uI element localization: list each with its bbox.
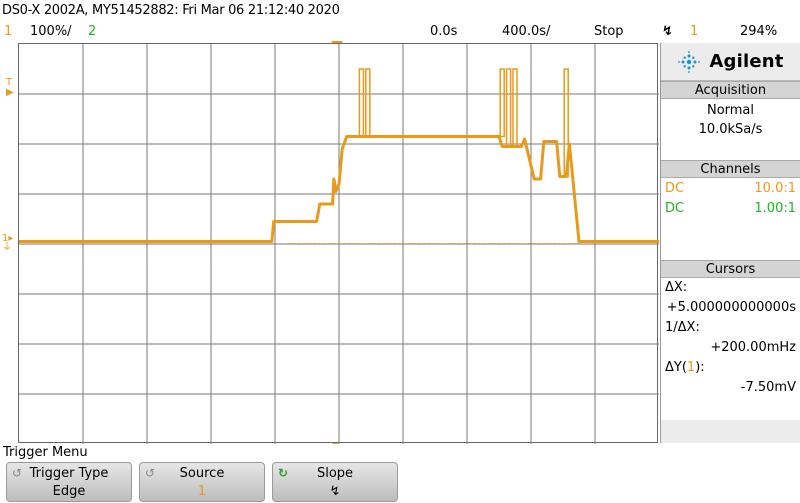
trace-spike [505, 68, 512, 148]
delta-y-prefix: ΔY( [665, 360, 687, 375]
trace-spike [512, 68, 518, 148]
spark-logo-icon [678, 50, 701, 73]
rotate-icon: ↻ [278, 466, 289, 480]
window-title: DS0-X 2002A, MY51452882: Fri Mar 06 21:1… [2, 3, 340, 18]
channel1-ground-marker[interactable]: 1▸ ⏚ [2, 233, 14, 253]
delta-y-channel: 1 [686, 360, 696, 375]
trigger-type-label: Trigger Type [29, 466, 109, 481]
acquisition-mode: Normal [706, 103, 755, 118]
trigger-channel[interactable]: 1 [690, 24, 699, 39]
cursors-section: ΔX: +5.000000000000s 1/ΔX: +200.00mHz ΔY… [661, 278, 800, 420]
trace-spike [358, 68, 365, 138]
channels-heading[interactable]: Channels [661, 160, 800, 178]
brand-name: Agilent [709, 51, 784, 72]
channel1-number[interactable]: 1 [4, 24, 13, 39]
run-state[interactable]: Stop [594, 24, 624, 39]
source-label: Source [179, 466, 225, 481]
acquisition-heading[interactable]: Acquisition [661, 81, 800, 99]
time-position[interactable]: 0.0s [430, 24, 458, 39]
status-bar: 1 100%/ 2 0.0s 400.0s/ Stop ↯ 1 294% [0, 22, 800, 41]
slope-label: Slope [316, 466, 354, 481]
menu-title: Trigger Menu [3, 445, 88, 460]
inverse-delta-x-value: +200.00mHz [710, 340, 796, 355]
inverse-delta-x-label: 1/ΔX: [665, 320, 700, 335]
trace-spike [563, 68, 569, 178]
delta-y-suffix: ): [695, 360, 705, 375]
channel2-coupling: DC [665, 201, 685, 216]
channel1-scale-unit: %/ [54, 24, 72, 39]
waveform-graticule [19, 44, 659, 444]
waveform-display[interactable] [18, 43, 659, 444]
side-panel: Agilent Acquisition Normal 10.0kSa/s Cha… [660, 43, 800, 443]
acquisition-section: Normal 10.0kSa/s [661, 99, 800, 160]
channel1-scale[interactable]: 100%/ [30, 22, 72, 41]
channel2-probe: 1.00:1 [754, 201, 796, 216]
source-value: 1 [197, 484, 207, 499]
channel1-probe: 10.0:1 [754, 181, 796, 196]
rotate-icon: ↺ [12, 466, 23, 480]
channel1-scale-value: 100 [30, 24, 55, 39]
trace-spike [365, 68, 371, 138]
sample-rate: 10.0kSa/s [698, 122, 763, 137]
channel1-row[interactable]: DC 10.0:1 [661, 179, 800, 199]
slope-value: ↯ [329, 484, 341, 499]
channel2-number[interactable]: 2 [88, 24, 97, 39]
delta-y-label: ΔY(1): [661, 358, 800, 378]
slope-softkey[interactable]: ↻ Slope ↯ [272, 462, 398, 502]
trigger-level[interactable]: 294% [740, 22, 777, 41]
source-softkey[interactable]: ↺ Source 1 [139, 462, 265, 502]
channel2-row[interactable]: DC 1.00:1 [661, 199, 800, 219]
rotate-icon: ↺ [145, 466, 156, 480]
delta-y-value: -7.50mV [740, 380, 796, 395]
brand-header: Agilent [661, 43, 800, 81]
trigger-level-unit: % [764, 24, 778, 39]
time-scale[interactable]: 400.0s/ [502, 24, 551, 39]
delta-x-label: ΔX: [665, 280, 688, 295]
cursors-heading[interactable]: Cursors [661, 260, 800, 278]
delta-x-value: +5.000000000000s [666, 300, 796, 315]
channel1-trace [19, 135, 659, 243]
trigger-level-marker[interactable]: T ▶ [6, 77, 14, 98]
channel1-coupling: DC [665, 181, 685, 196]
trace-spike [499, 68, 505, 138]
channels-section: DC 10.0:1 DC 1.00:1 [661, 178, 800, 260]
trigger-level-value: 294 [740, 24, 765, 39]
trigger-type-value: Edge [52, 484, 86, 499]
trigger-type-softkey[interactable]: ↺ Trigger Type Edge [6, 462, 132, 502]
trigger-slope-icon: ↯ [662, 24, 673, 39]
